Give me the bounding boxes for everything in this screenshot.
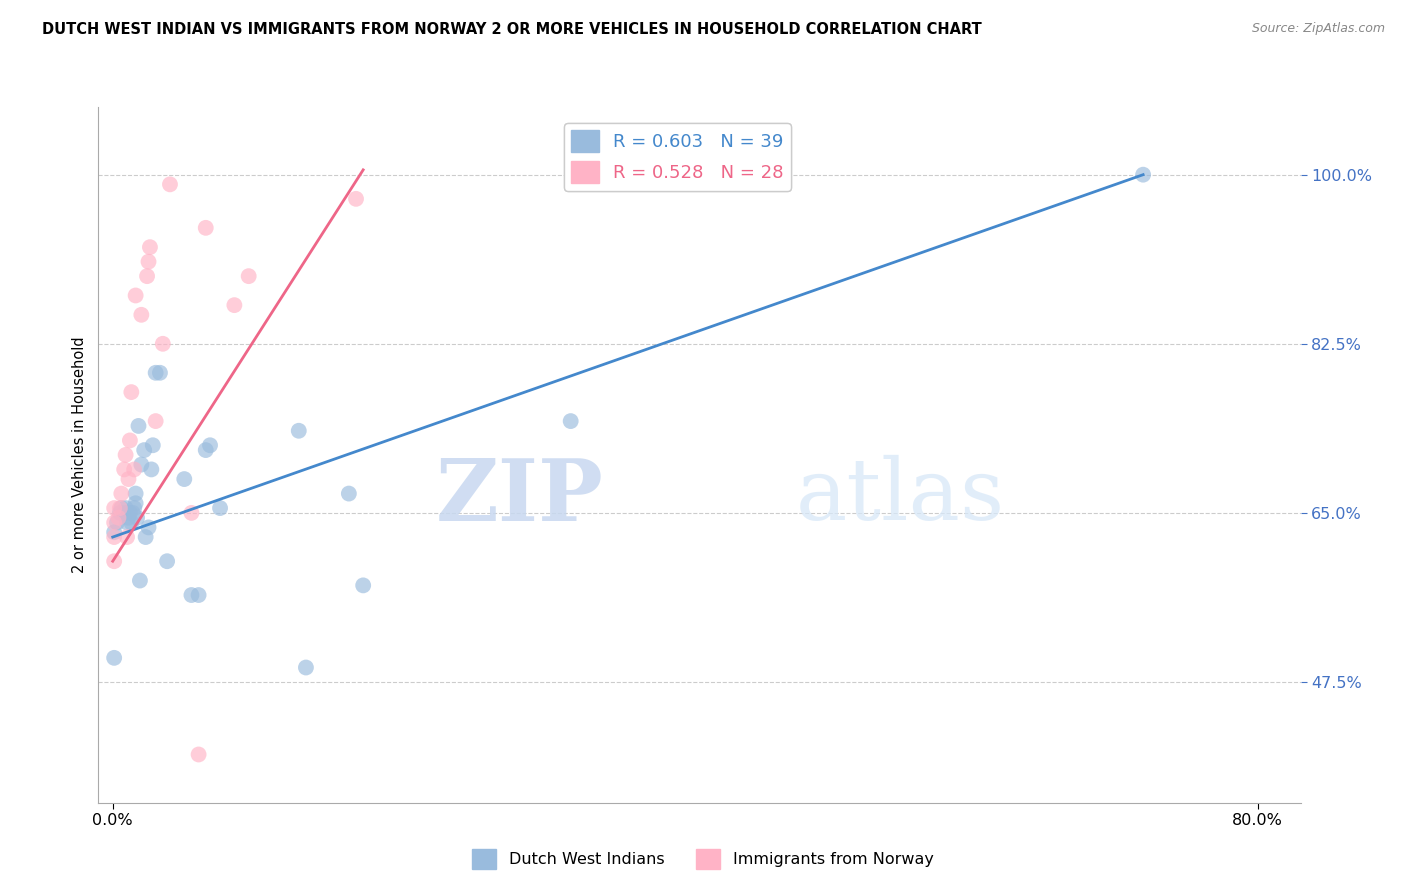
- Point: [159, 178, 181, 192]
- Point: [124, 486, 146, 500]
- Point: [110, 501, 132, 516]
- Point: [108, 506, 131, 520]
- Point: [344, 192, 367, 206]
- Point: [125, 510, 148, 524]
- Point: [337, 486, 360, 500]
- Point: [287, 424, 309, 438]
- Point: [117, 472, 139, 486]
- Point: [560, 414, 582, 428]
- Point: [224, 298, 246, 312]
- Point: [352, 578, 374, 592]
- Point: [187, 747, 209, 762]
- Point: [122, 501, 145, 516]
- Point: [141, 462, 163, 476]
- Point: [105, 516, 128, 530]
- Point: [129, 574, 152, 588]
- Point: [295, 660, 318, 674]
- Point: [103, 525, 125, 540]
- Point: [124, 496, 146, 510]
- Point: [187, 588, 209, 602]
- Text: DUTCH WEST INDIAN VS IMMIGRANTS FROM NORWAY 2 OR MORE VEHICLES IN HOUSEHOLD CORR: DUTCH WEST INDIAN VS IMMIGRANTS FROM NOR…: [42, 22, 981, 37]
- Legend: R = 0.603   N = 39, R = 0.528   N = 28: R = 0.603 N = 39, R = 0.528 N = 28: [564, 123, 790, 191]
- Point: [103, 651, 125, 665]
- Point: [194, 443, 217, 458]
- Point: [128, 419, 150, 434]
- Point: [135, 530, 157, 544]
- Point: [103, 501, 125, 516]
- Point: [139, 240, 162, 254]
- Point: [134, 443, 156, 458]
- Text: atlas: atlas: [796, 455, 1005, 538]
- Point: [112, 506, 135, 520]
- Legend: Dutch West Indians, Immigrants from Norway: Dutch West Indians, Immigrants from Norw…: [465, 843, 941, 875]
- Point: [152, 336, 174, 351]
- Text: Source: ZipAtlas.com: Source: ZipAtlas.com: [1251, 22, 1385, 36]
- Point: [1132, 168, 1154, 182]
- Point: [238, 269, 260, 284]
- Point: [124, 288, 146, 302]
- Point: [103, 530, 125, 544]
- Point: [108, 501, 131, 516]
- Y-axis label: 2 or more Vehicles in Household: 2 or more Vehicles in Household: [72, 336, 87, 574]
- Point: [115, 516, 138, 530]
- Point: [120, 516, 142, 530]
- Text: ZIP: ZIP: [436, 455, 603, 539]
- Point: [145, 414, 167, 428]
- Point: [114, 448, 136, 462]
- Point: [156, 554, 179, 568]
- Point: [198, 438, 221, 452]
- Point: [112, 462, 135, 476]
- Point: [136, 269, 159, 284]
- Point: [131, 308, 153, 322]
- Point: [180, 506, 202, 520]
- Point: [173, 472, 195, 486]
- Point: [194, 220, 217, 235]
- Point: [103, 554, 125, 568]
- Point: [209, 501, 232, 516]
- Point: [118, 434, 141, 448]
- Point: [149, 366, 172, 380]
- Point: [142, 438, 165, 452]
- Point: [138, 520, 160, 534]
- Point: [103, 516, 125, 530]
- Point: [114, 501, 136, 516]
- Point: [121, 506, 143, 520]
- Point: [122, 462, 145, 476]
- Point: [145, 366, 167, 380]
- Point: [138, 254, 160, 268]
- Point: [110, 486, 132, 500]
- Point: [115, 530, 138, 544]
- Point: [117, 510, 139, 524]
- Point: [118, 506, 141, 520]
- Point: [131, 458, 153, 472]
- Point: [120, 385, 142, 400]
- Point: [180, 588, 202, 602]
- Point: [107, 510, 129, 524]
